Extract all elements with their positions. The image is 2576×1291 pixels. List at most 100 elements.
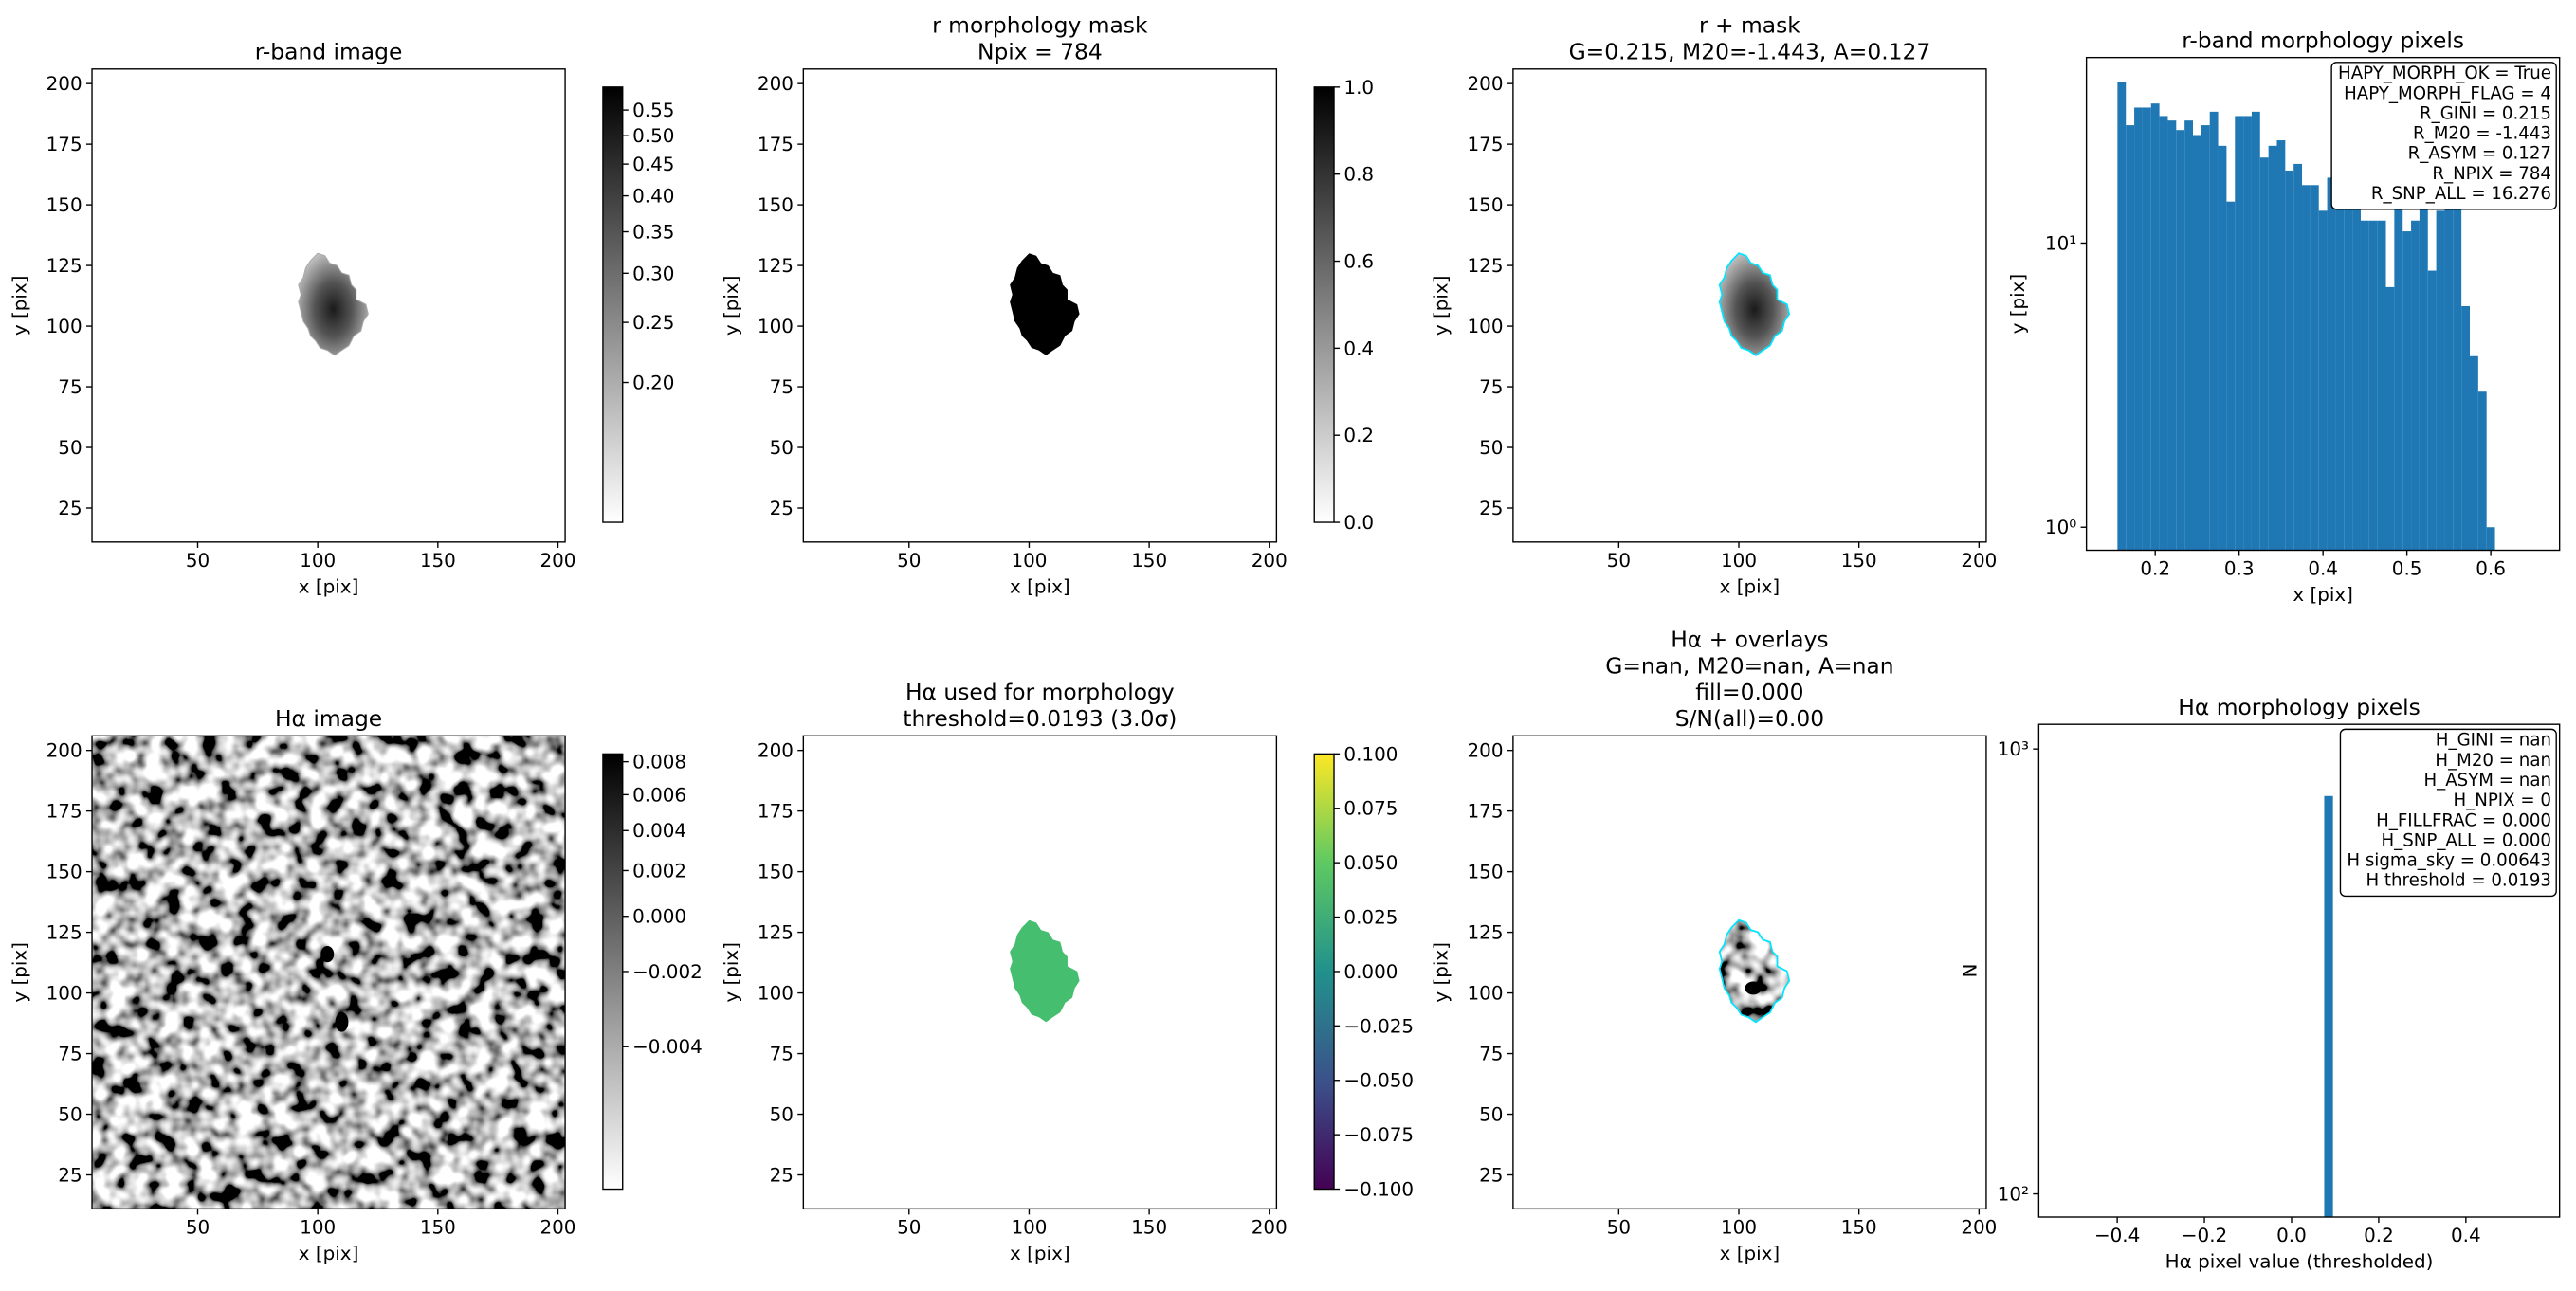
colorbar-tick-label: 0.30: [632, 263, 674, 284]
x-axis-label: x [pix]: [1010, 1243, 1070, 1264]
image-feature: [320, 945, 335, 963]
axes-frame: [91, 735, 566, 1210]
y-tick-label: 10²: [1998, 1183, 2029, 1205]
y-axis-label: y [pix]: [721, 942, 742, 1003]
hist-bar: [2184, 120, 2194, 551]
y-tick-label: 175: [46, 801, 82, 823]
chart-title: r-band morphology pixels: [2182, 27, 2464, 53]
chart-title: threshold=0.0193 (3.0σ): [903, 705, 1177, 732]
colorbar-tick-label: 0.025: [1343, 906, 1398, 928]
image-feature: [335, 1011, 349, 1032]
y-tick-label: 125: [1467, 255, 1503, 277]
stats-line: H_FILLFRAC = 0.000: [2376, 810, 2551, 830]
hist-bar: [2444, 151, 2454, 551]
colorbar-tick-label: 0.8: [1343, 164, 1374, 186]
stats-line: R_NPIX = 784: [2432, 164, 2551, 184]
plot-area: [1718, 252, 1791, 356]
y-axis-label: y [pix]: [1431, 276, 1452, 336]
chart-title: Hα morphology pixels: [2178, 694, 2420, 720]
stats-line: R_M20 = -1.443: [2413, 124, 2551, 144]
y-tick-label: 150: [758, 862, 794, 883]
x-tick-label: 100: [1721, 550, 1757, 572]
plot-area: [1010, 919, 1080, 1023]
y-tick-label: 25: [58, 1164, 82, 1186]
hist-bar: [2477, 391, 2487, 551]
hist-bar: [2436, 210, 2445, 551]
y-tick-label: 75: [770, 376, 794, 398]
x-tick-label: 150: [420, 550, 456, 572]
x-tick-label: 50: [186, 550, 210, 572]
colorbar-tick-label: 0.20: [632, 372, 674, 393]
y-tick-label: 100: [46, 316, 82, 337]
y-tick-label: 75: [770, 1043, 794, 1064]
plot-area: [1010, 253, 1080, 355]
hist-bar: [2461, 305, 2470, 551]
axes-frame: [91, 68, 566, 543]
x-tick-label: 200: [1961, 1216, 1997, 1238]
x-tick-label: 150: [420, 1216, 456, 1238]
y-tick-label: 125: [758, 922, 794, 944]
mask-region: [1010, 253, 1080, 355]
y-tick-label: 150: [46, 194, 82, 216]
hist-bar: [2193, 135, 2201, 551]
x-tick-label: 0.4: [2308, 557, 2338, 579]
y-tick-label: 125: [758, 255, 794, 277]
hist-bar: [2293, 163, 2303, 551]
colorbar-tick-label: 0.0: [1343, 512, 1374, 534]
stats-line: H_M20 = nan: [2435, 751, 2551, 771]
masked-image: [1719, 919, 1790, 1023]
y-axis-label: N: [1960, 964, 1982, 978]
colorbar-tick-label: 0.000: [632, 906, 686, 928]
x-tick-label: 100: [1011, 1216, 1047, 1238]
colorbar-tick-label: −0.002: [632, 961, 703, 983]
x-tick-label: 50: [186, 1216, 210, 1238]
x-tick-label: 50: [897, 550, 921, 572]
x-tick-label: 0.0: [2276, 1225, 2307, 1246]
colorbar-tick-label: 0.075: [1343, 798, 1398, 820]
hist-bar: [2201, 125, 2210, 551]
stats-line: R_SNP_ALL = 16.276: [2371, 184, 2551, 204]
x-tick-label: 100: [300, 550, 336, 572]
colorbar-tick-label: −0.100: [1343, 1178, 1414, 1200]
chart-title: r + mask: [1699, 12, 1800, 39]
hist-bar: [2402, 231, 2412, 551]
x-tick-label: 150: [1131, 1216, 1167, 1238]
hist-bar: [2335, 185, 2345, 551]
hist-bar: [2318, 210, 2328, 551]
y-tick-label: 25: [770, 498, 794, 519]
x-tick-label: 0.3: [2224, 557, 2255, 579]
image-feature: [1745, 981, 1762, 995]
stats-line: H threshold = 0.0193: [2366, 871, 2551, 891]
hist-bar: [2259, 157, 2269, 551]
y-tick-label: 10³: [1998, 738, 2029, 760]
axes-frame: [1512, 735, 1987, 1210]
hist-bar: [2385, 286, 2395, 551]
x-tick-label: 150: [1841, 1216, 1877, 1238]
y-tick-label: 175: [1467, 134, 1503, 155]
colorbar-tick-label: −0.025: [1343, 1015, 1414, 1037]
colorbar-tick-label: 0.004: [632, 820, 686, 842]
hist-bar: [2134, 107, 2143, 551]
y-tick-label: 175: [46, 134, 82, 155]
x-tick-label: 200: [1251, 1216, 1288, 1238]
x-tick-label: 0.4: [2451, 1225, 2481, 1246]
axes-frame: [1512, 68, 1987, 543]
hist-bar: [2486, 527, 2495, 551]
y-tick-label: 100: [46, 983, 82, 1005]
y-tick-label: 100: [1467, 983, 1503, 1005]
y-axis-label: y [pix]: [1431, 942, 1452, 1003]
x-tick-label: 150: [1131, 550, 1167, 572]
hist-bar: [2469, 355, 2478, 551]
y-axis-label: y [pix]: [2007, 274, 2029, 335]
y-tick-label: 175: [1467, 801, 1503, 823]
hist-bar: [2218, 145, 2227, 551]
image-noise: [1719, 919, 1790, 1023]
y-tick-label: 75: [1479, 1043, 1503, 1064]
y-axis-label: y [pix]: [721, 276, 742, 336]
colorbar: [602, 753, 624, 1191]
y-tick-label: 200: [1467, 73, 1503, 95]
y-tick-label: 150: [1467, 194, 1503, 216]
y-tick-label: 100: [1467, 316, 1503, 337]
y-axis-label: y [pix]: [9, 942, 31, 1003]
y-tick-label: 125: [1467, 922, 1503, 944]
